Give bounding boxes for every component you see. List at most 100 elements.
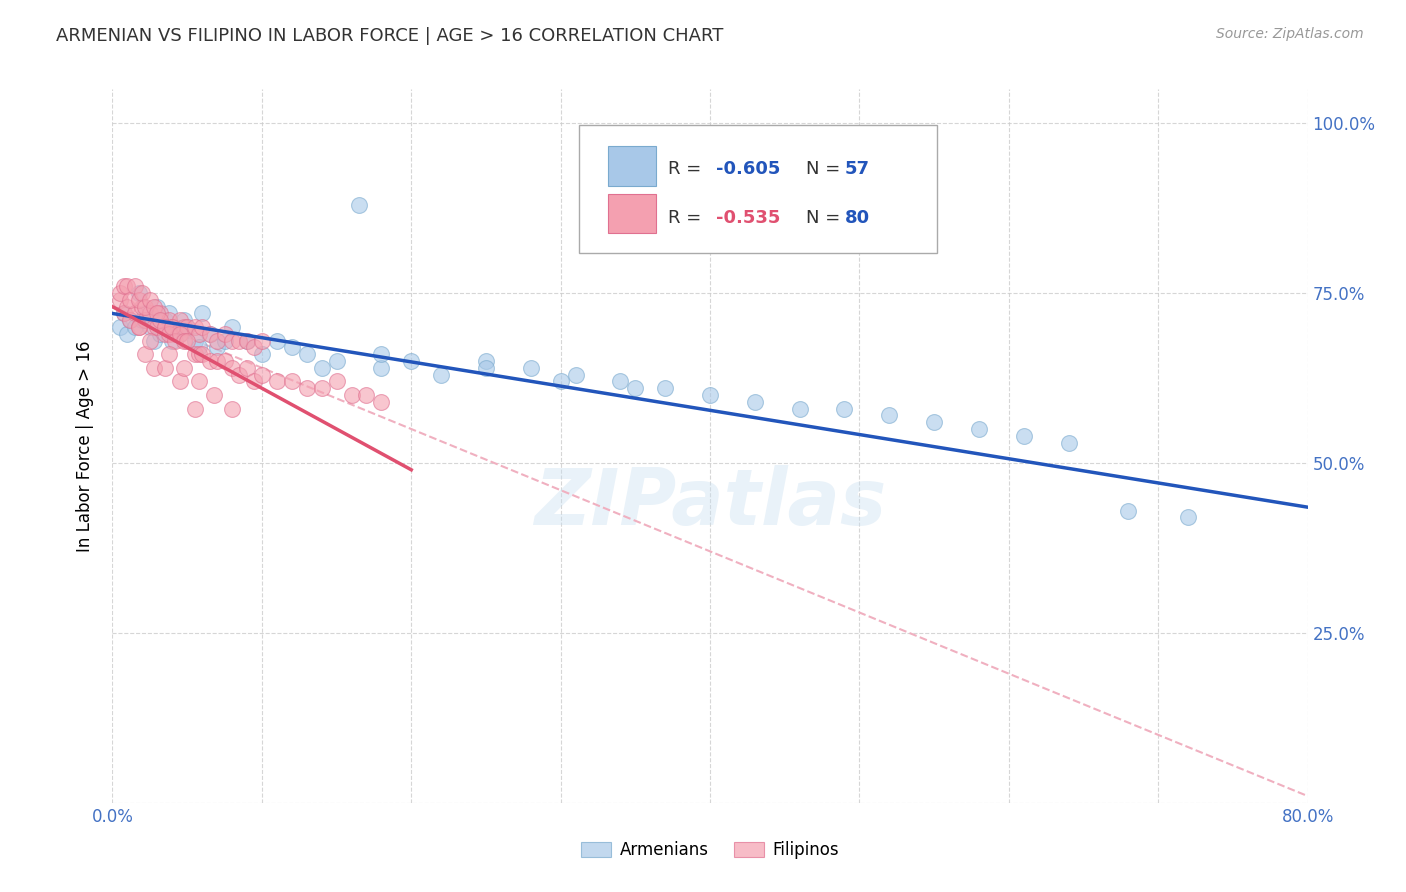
Point [295,347,318,361]
Text: R =: R = [668,161,707,178]
Point [191,347,214,361]
Point [228,368,250,382]
Point [108,293,131,307]
Point [149,313,172,327]
Point [176,320,198,334]
Point [311,381,333,395]
Point [162,334,183,348]
Point [609,375,631,389]
Point [114,306,135,320]
Point [236,360,259,375]
Point [183,347,205,361]
Point [520,360,543,375]
Text: 57: 57 [845,161,870,178]
Point [191,320,214,334]
Point [879,409,901,423]
Point [153,320,176,334]
Point [139,293,162,307]
Point [124,279,146,293]
Point [654,381,676,395]
Point [176,320,198,334]
Point [143,334,166,348]
Point [124,306,146,320]
Point [162,320,183,334]
Point [370,347,392,361]
Point [188,341,211,355]
Point [205,334,228,348]
Point [967,422,990,436]
Point [281,375,304,389]
Point [128,320,150,334]
Point [624,381,647,395]
Point [157,313,180,327]
Point [198,354,221,368]
Point [205,354,228,368]
Point [165,320,187,334]
Point [183,334,205,348]
Point [131,313,153,327]
Point [250,347,273,361]
Point [146,300,169,314]
FancyBboxPatch shape [609,194,657,234]
Point [550,375,572,389]
Point [243,341,266,355]
Point [128,293,150,307]
Point [221,334,243,348]
FancyBboxPatch shape [609,146,657,186]
FancyBboxPatch shape [579,125,938,253]
Text: Source: ZipAtlas.com: Source: ZipAtlas.com [1216,27,1364,41]
Point [295,381,318,395]
Point [198,326,221,341]
Point [475,354,498,368]
Point [243,375,266,389]
Point [169,326,191,341]
Legend: Armenians, Filipinos: Armenians, Filipinos [575,835,845,866]
Point [183,401,205,416]
Point [281,341,304,355]
Point [266,375,288,389]
Point [146,320,169,334]
Point [236,334,259,348]
Point [475,360,498,375]
Point [124,320,146,334]
Point [699,388,721,402]
Point [347,198,370,212]
Point [120,293,142,307]
Text: -0.605: -0.605 [716,161,780,178]
Point [149,326,172,341]
Point [183,320,205,334]
Point [169,326,191,341]
Point [191,306,214,320]
Point [173,313,195,327]
Point [221,320,243,334]
Point [149,306,172,320]
Point [176,334,198,348]
Point [1012,429,1035,443]
Point [139,334,162,348]
Point [188,326,211,341]
Point [128,320,150,334]
Point [157,347,180,361]
Point [311,360,333,375]
Text: ARMENIAN VS FILIPINO IN LABOR FORCE | AGE > 16 CORRELATION CHART: ARMENIAN VS FILIPINO IN LABOR FORCE | AG… [56,27,724,45]
Point [430,368,453,382]
Point [214,334,236,348]
Point [401,354,423,368]
Point [157,326,180,341]
Point [356,388,378,402]
Point [108,286,131,301]
Point [139,320,162,334]
Point [157,306,180,320]
Y-axis label: In Labor Force | Age > 16: In Labor Force | Age > 16 [76,340,94,552]
Point [134,300,156,314]
Point [744,394,766,409]
Point [370,360,392,375]
Point [117,326,139,341]
Point [205,341,228,355]
Point [117,279,139,293]
Point [153,326,176,341]
Text: N =: N = [806,209,845,227]
Point [221,401,243,416]
Point [153,360,176,375]
Point [250,368,273,382]
